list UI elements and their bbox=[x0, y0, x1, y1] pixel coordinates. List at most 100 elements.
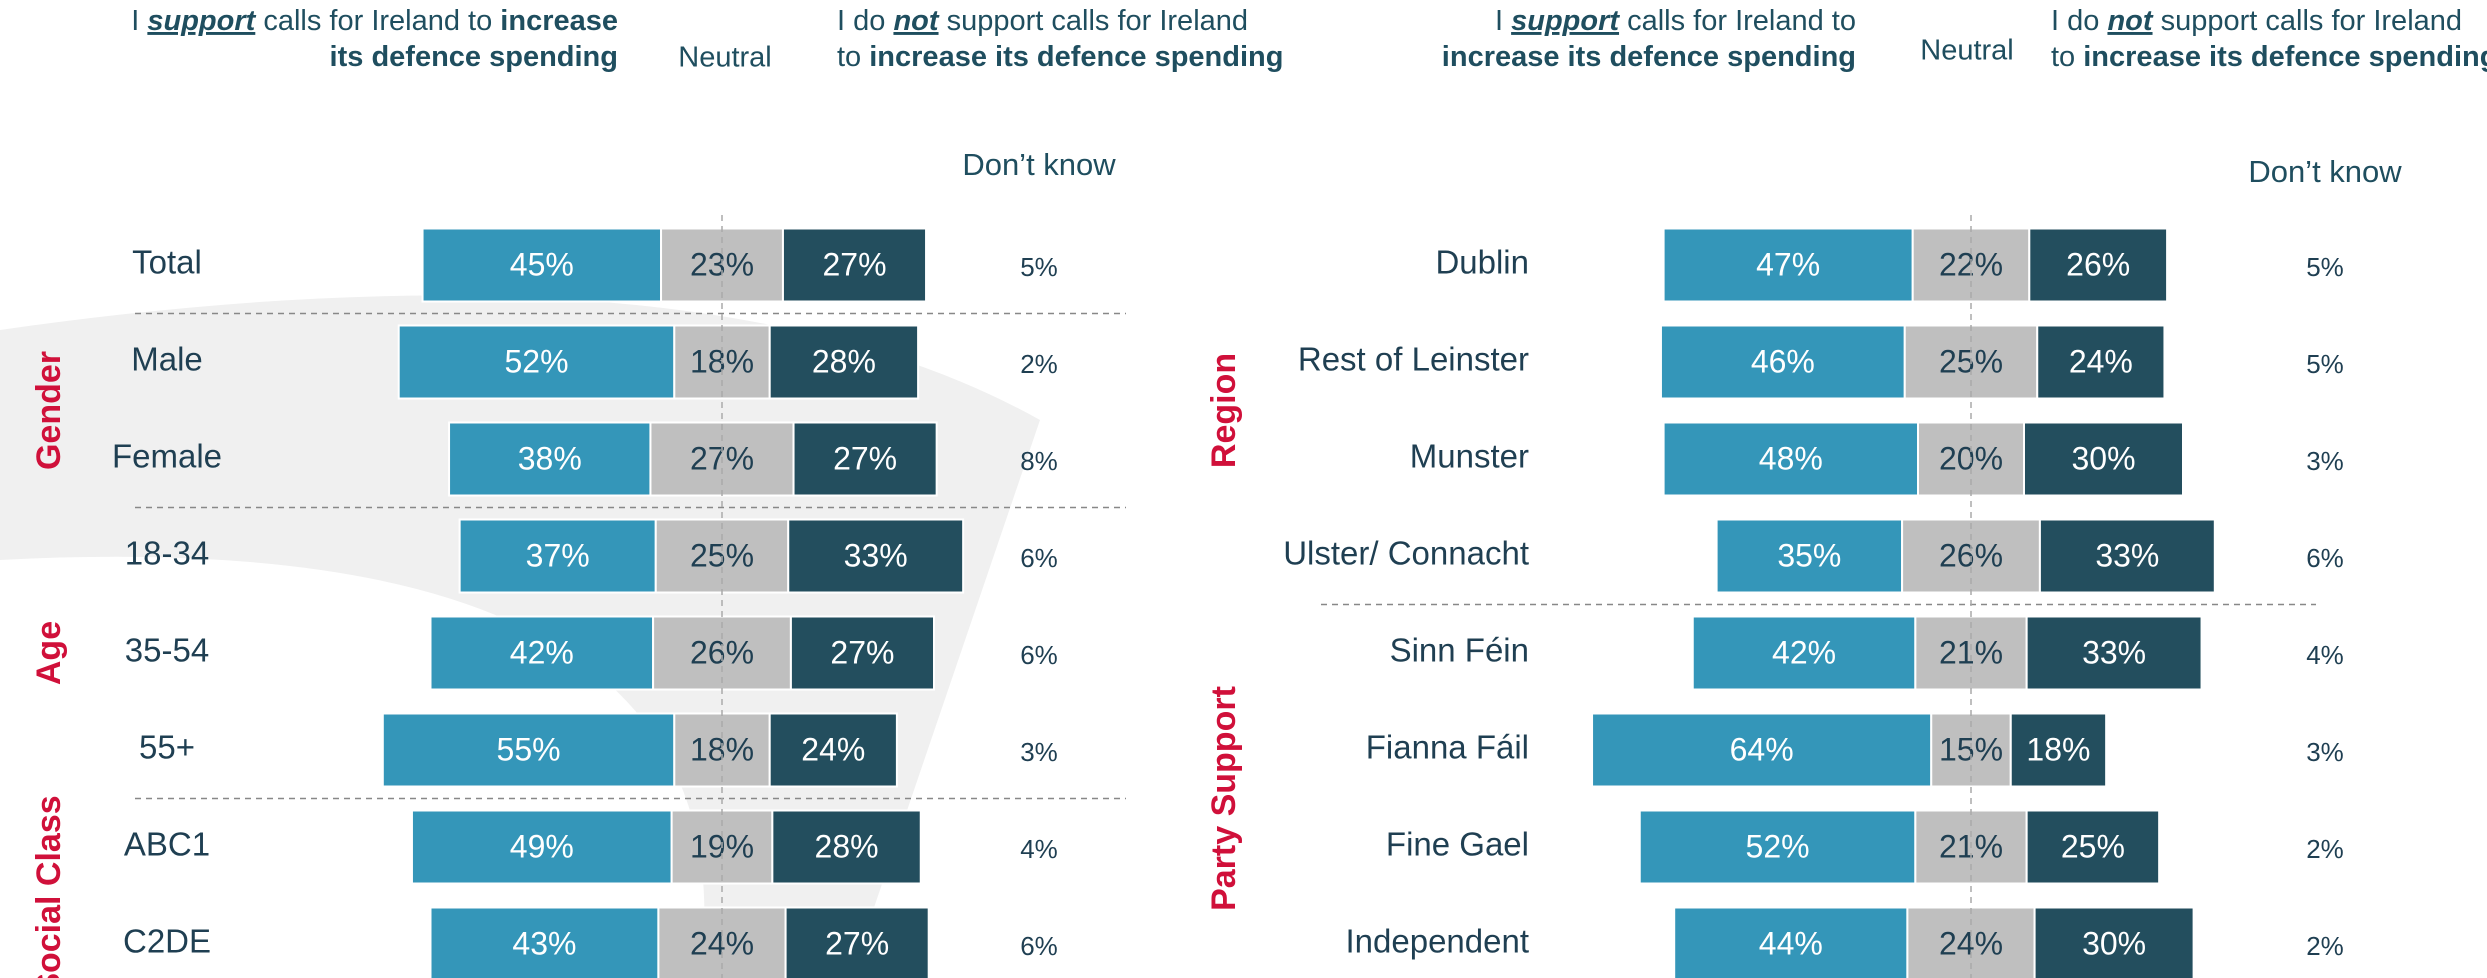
category-label: Male bbox=[131, 341, 203, 378]
dont-know-label: 6% bbox=[1020, 640, 1058, 670]
dont-know-label: 5% bbox=[2306, 349, 2344, 379]
bar-value-label: 42% bbox=[1772, 634, 1836, 670]
bar-segment bbox=[429, 615, 655, 691]
dont-know-label: 2% bbox=[2306, 834, 2344, 864]
header-part: increase its defence spending bbox=[1442, 41, 1856, 73]
bar-value-label: 26% bbox=[690, 634, 754, 670]
bar-value-label: 37% bbox=[526, 537, 590, 573]
header-text: to increase its defence spending bbox=[2051, 41, 2487, 73]
bar-value-label: 28% bbox=[812, 343, 876, 379]
category-label: Fine Gael bbox=[1386, 826, 1529, 863]
header-part: calls for Ireland to bbox=[255, 5, 500, 37]
bar-segment bbox=[1659, 324, 1906, 400]
header-part: I bbox=[1495, 5, 1511, 37]
category-label: 35-54 bbox=[125, 632, 209, 669]
group-label: Party Support bbox=[1205, 686, 1243, 911]
bar-value-label: 45% bbox=[510, 246, 574, 282]
bar-value-label: 30% bbox=[2071, 440, 2135, 476]
category-label: 55+ bbox=[139, 729, 195, 766]
bar-segment bbox=[789, 615, 936, 691]
category-label: Female bbox=[112, 438, 222, 475]
bar-segment bbox=[410, 809, 673, 885]
header-part: support calls for Ireland bbox=[2153, 5, 2462, 37]
bar-segment bbox=[1715, 518, 1904, 594]
header-part: support bbox=[1511, 5, 1620, 37]
group-label: Gender bbox=[30, 351, 68, 470]
group-label: Age bbox=[30, 621, 68, 685]
bar-value-label: 27% bbox=[833, 440, 897, 476]
header-part: not bbox=[2107, 5, 2153, 37]
bar-segment bbox=[771, 809, 922, 885]
dont-know-label: 2% bbox=[2306, 931, 2344, 961]
header-part: calls for Ireland to bbox=[1619, 5, 1856, 37]
bar-value-label: 26% bbox=[2066, 246, 2130, 282]
bar-value-label: 49% bbox=[510, 828, 574, 864]
dont-know-label: 5% bbox=[1020, 252, 1058, 282]
dont-know-label: 2% bbox=[1020, 349, 1058, 379]
dont-know-label: 4% bbox=[2306, 640, 2344, 670]
bar-segment bbox=[1638, 809, 1917, 885]
header-part: increase its defence spending bbox=[869, 41, 1283, 73]
category-label: Munster bbox=[1410, 438, 1529, 475]
group-label: Social Class bbox=[30, 795, 68, 978]
dont-know-label: 3% bbox=[1020, 737, 1058, 767]
bar-segment bbox=[2023, 421, 2184, 497]
bar-value-label: 55% bbox=[497, 731, 561, 767]
category-label: 18-34 bbox=[125, 535, 209, 572]
category-label: Ulster/ Connacht bbox=[1283, 535, 1529, 572]
bar-segment bbox=[768, 324, 920, 400]
bar-segment bbox=[781, 227, 928, 303]
bar-segment bbox=[1662, 421, 1919, 497]
dont-know-label: 6% bbox=[2306, 543, 2344, 573]
bar-value-label: 27% bbox=[830, 634, 894, 670]
category-label: ABC1 bbox=[124, 826, 210, 863]
bar-value-label: 47% bbox=[1756, 246, 1820, 282]
category-label: Dublin bbox=[1435, 244, 1529, 281]
bar-value-label: 25% bbox=[2061, 828, 2125, 864]
dont-know-label: 5% bbox=[2306, 252, 2344, 282]
bar-value-label: 27% bbox=[822, 246, 886, 282]
bar-value-label: 33% bbox=[2082, 634, 2146, 670]
dont-know-label: 3% bbox=[2306, 737, 2344, 767]
bar-segment bbox=[2033, 906, 2195, 978]
bar-value-label: 48% bbox=[1759, 440, 1823, 476]
bar-value-label: 24% bbox=[2069, 343, 2133, 379]
bar-segment bbox=[673, 712, 771, 788]
header-part: I do bbox=[837, 5, 893, 37]
header-part: not bbox=[893, 5, 939, 37]
bar-value-label: 33% bbox=[2095, 537, 2159, 573]
header-text: I do not support calls for Ireland bbox=[837, 5, 1248, 37]
header-part: to bbox=[2051, 41, 2083, 73]
bar-segment bbox=[2025, 809, 2161, 885]
bar-segment bbox=[2028, 227, 2169, 303]
bar-value-label: 21% bbox=[1939, 634, 2003, 670]
bar-value-label: 27% bbox=[825, 925, 889, 961]
bar-segment bbox=[2038, 518, 2216, 594]
header-part: I do bbox=[2051, 5, 2107, 37]
bar-segment bbox=[787, 518, 965, 594]
bar-value-label: 33% bbox=[844, 537, 908, 573]
dont-know-header: Don’t know bbox=[962, 147, 1116, 182]
bar-segment bbox=[397, 324, 676, 400]
bar-segment bbox=[429, 906, 660, 978]
category-label: Total bbox=[132, 244, 202, 281]
bar-value-label: 38% bbox=[518, 440, 582, 476]
bar-segment bbox=[1591, 712, 1933, 788]
header-text: its defence spending bbox=[330, 41, 618, 73]
bar-segment bbox=[768, 712, 898, 788]
dont-know-label: 6% bbox=[1020, 543, 1058, 573]
category-label: Fianna Fáil bbox=[1366, 729, 1529, 766]
header-part: to bbox=[837, 41, 869, 73]
category-label: Rest of Leinster bbox=[1298, 341, 1529, 378]
bar-segment bbox=[784, 906, 930, 978]
dont-know-label: 8% bbox=[1020, 446, 1058, 476]
header-part: increase its defence spending bbox=[2083, 41, 2487, 73]
group-label: Region bbox=[1205, 353, 1243, 468]
header-text: I do not support calls for Ireland bbox=[2051, 5, 2462, 37]
category-label: Sinn Féin bbox=[1390, 632, 1529, 669]
header-part: support bbox=[147, 5, 256, 37]
bar-segment bbox=[458, 518, 657, 594]
bar-segment bbox=[2036, 324, 2166, 400]
header-text: increase its defence spending bbox=[1442, 41, 1856, 73]
bar-value-label: 28% bbox=[815, 828, 879, 864]
